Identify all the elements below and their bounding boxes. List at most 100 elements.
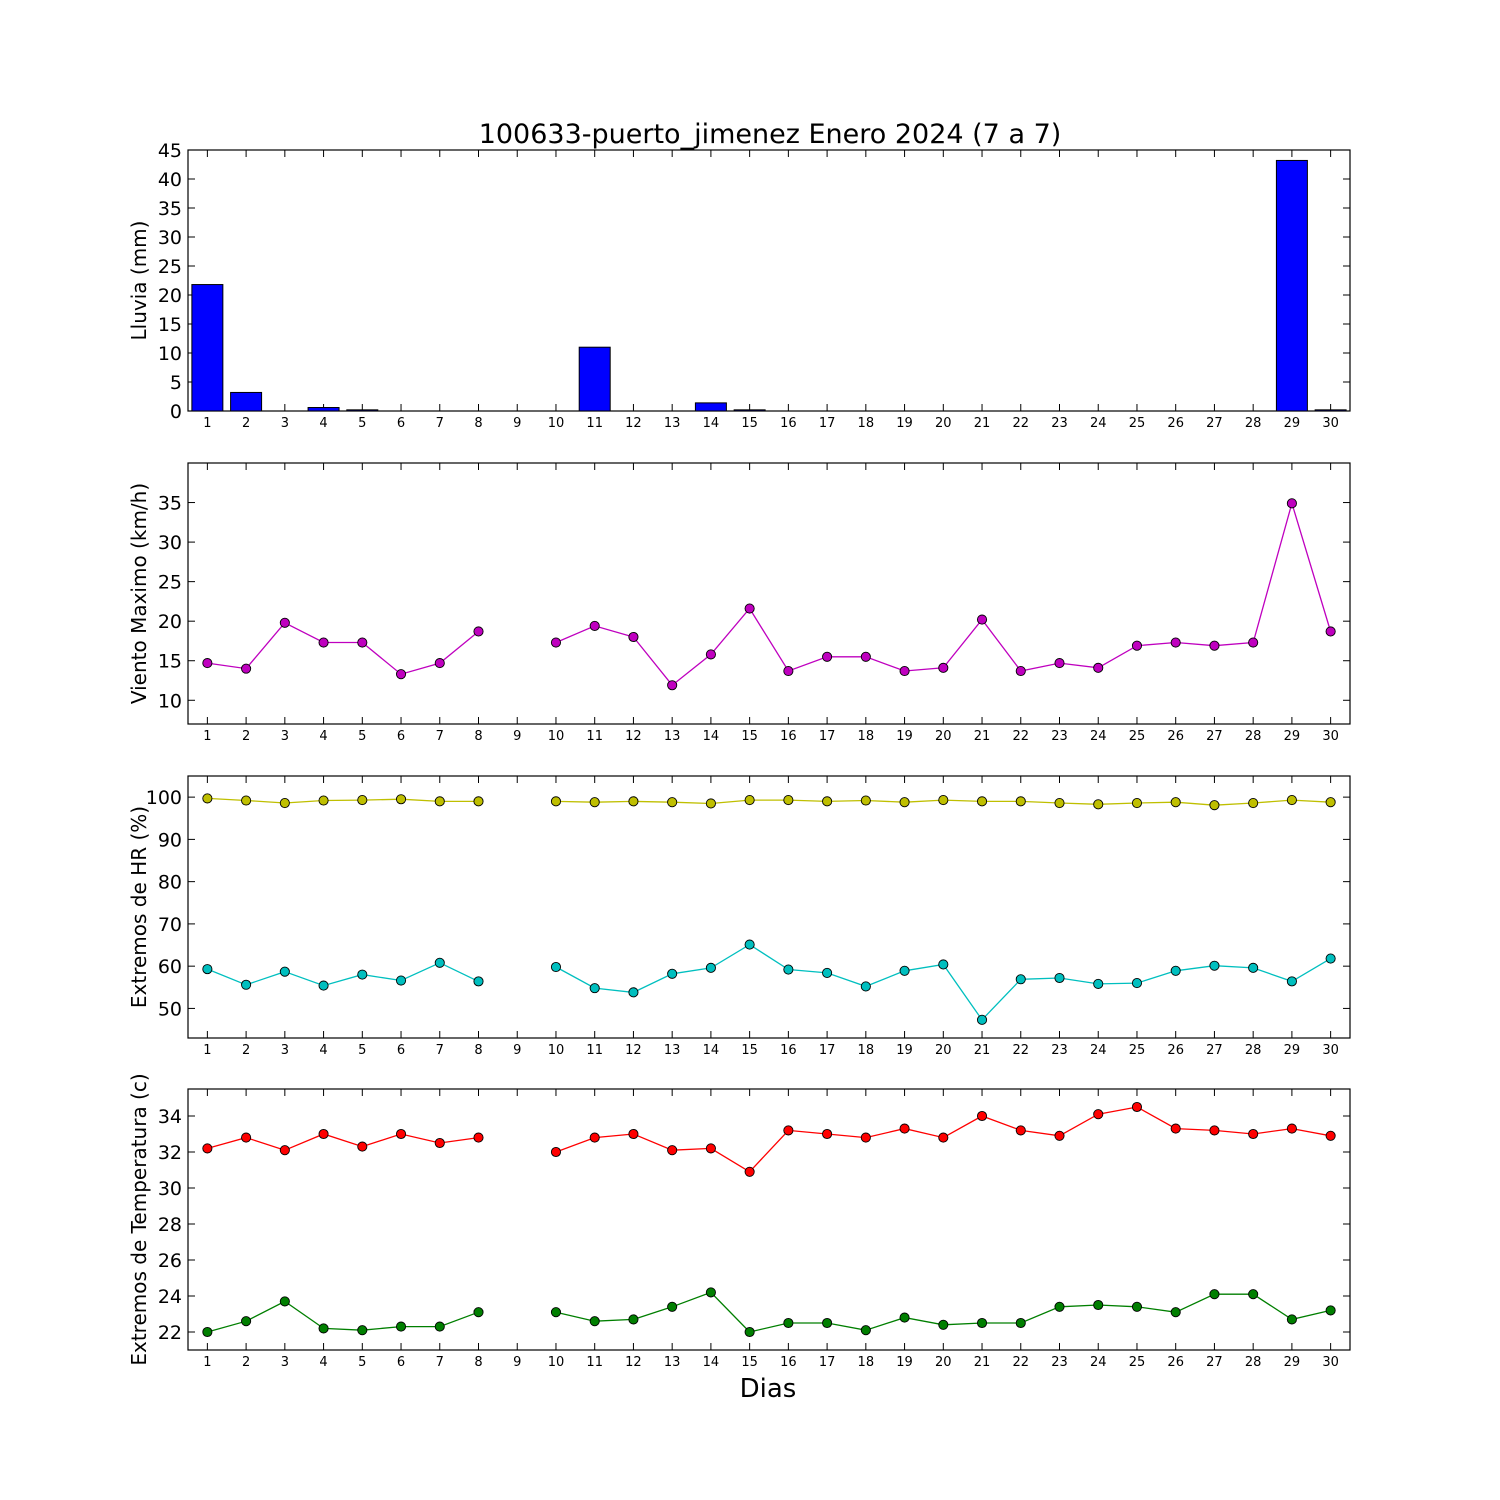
y-tick-label: 24	[158, 1286, 182, 1308]
x-tick-label: 13	[664, 729, 681, 744]
x-tick-label: 15	[741, 1043, 758, 1058]
series-1-point-day-3	[279, 617, 290, 628]
x-tick-label: 11	[586, 416, 603, 431]
axes-frame	[187, 149, 1351, 412]
y-tick-label: 30	[158, 532, 182, 554]
series-1-point-day-26	[1170, 797, 1181, 808]
y-tick-label: 60	[158, 956, 182, 978]
series-2-point-day-25	[1131, 1301, 1143, 1312]
y-tick-label: 20	[158, 285, 182, 307]
series-1-point-day-24	[1093, 662, 1104, 673]
series-1-point-day-28	[1248, 1128, 1259, 1140]
series-2-point-day-15	[744, 939, 755, 950]
series-1-point-day-16	[783, 795, 794, 806]
x-tick-label: 16	[780, 1043, 797, 1058]
y-tick-label: 80	[158, 872, 182, 894]
series-1-point-day-12	[628, 631, 639, 643]
series-2-point-day-1	[202, 1326, 213, 1338]
series-1-point-day-23	[1054, 1130, 1065, 1141]
x-tick-label: 2	[242, 1355, 250, 1370]
series-1-point-day-15	[744, 795, 755, 806]
x-tick-label: 12	[625, 1355, 642, 1370]
series-2-point-day-5	[357, 969, 368, 980]
x-tick-label: 19	[896, 1043, 913, 1058]
x-tick-label: 9	[513, 1043, 521, 1058]
series-1-point-day-25	[1131, 640, 1143, 651]
x-tick-label: 20	[935, 1355, 952, 1370]
series-1-point-day-23	[1054, 658, 1065, 669]
series-2-point-day-13	[667, 968, 678, 979]
series-1-point-day-7	[434, 1137, 445, 1149]
series-1-point-day-17	[822, 796, 833, 807]
series-1-point-day-26	[1170, 1123, 1181, 1134]
series-1-point-day-3	[279, 1145, 290, 1156]
series-1-point-day-15	[744, 1166, 755, 1177]
x-tick-label: 4	[319, 416, 327, 431]
x-tick-label: 9	[513, 729, 521, 744]
x-tick-label: 4	[319, 1355, 327, 1370]
series-1-point-day-22	[1015, 1125, 1026, 1136]
series-1-point-day-7	[434, 796, 445, 807]
series-1-point-day-30	[1325, 1130, 1336, 1141]
series-1-point-day-4	[318, 795, 329, 806]
x-tick-label: 25	[1129, 416, 1146, 431]
series-line-1	[207, 797, 1331, 806]
series-2-point-day-19	[899, 1312, 910, 1323]
x-tick-label: 3	[281, 1043, 289, 1058]
series-2-point-day-21	[976, 1317, 988, 1329]
x-tick-label: 20	[935, 729, 952, 744]
x-tick-label: 7	[436, 416, 444, 431]
bar-day-29	[1275, 159, 1308, 412]
series-line-2	[207, 1291, 1331, 1333]
series-1-point-day-10	[550, 1146, 562, 1158]
x-tick-label: 14	[703, 1043, 720, 1058]
series-1-point-day-27	[1209, 800, 1220, 811]
x-tick-label: 6	[397, 729, 405, 744]
y-tick-label: 34	[158, 1106, 182, 1128]
series-line-1	[207, 500, 1332, 687]
x-tick-label: 26	[1167, 1043, 1184, 1058]
series-2-point-day-4	[318, 980, 329, 991]
x-tick-label: 21	[974, 1355, 991, 1370]
x-tick-label: 22	[1012, 416, 1029, 431]
x-tick-label: 14	[703, 416, 720, 431]
series-2-point-day-22	[1015, 1317, 1026, 1329]
series-2-point-day-14	[705, 1287, 716, 1298]
x-tick-label: 5	[358, 416, 366, 431]
y-tick-label: 35	[158, 198, 182, 220]
y-tick-label: 10	[158, 343, 182, 365]
series-1-point-day-6	[395, 794, 407, 805]
y-tick-label: 5	[170, 372, 182, 394]
x-tick-label: 3	[281, 1355, 289, 1370]
y-tick-label: 32	[158, 1142, 182, 1164]
series-2-point-day-19	[899, 965, 910, 976]
series-2-point-day-10	[550, 1307, 562, 1318]
x-tick-label: 26	[1167, 1355, 1184, 1370]
y-axis-label: Viento Maximo (km/h)	[127, 483, 151, 704]
x-tick-label: 1	[203, 416, 211, 431]
series-2-point-day-2	[241, 979, 252, 990]
series-1-point-day-12	[628, 1128, 639, 1140]
series-1-point-day-18	[860, 795, 871, 806]
x-tick-label: 13	[664, 1043, 681, 1058]
series-2-point-day-30	[1325, 953, 1336, 964]
series-1-point-day-27	[1209, 640, 1220, 651]
x-tick-label: 29	[1284, 416, 1301, 431]
y-tick-label: 30	[158, 227, 182, 249]
series-2-point-day-28	[1248, 1289, 1259, 1300]
x-tick-label: 17	[819, 1043, 836, 1058]
y-axis-label: Extremos de HR (%)	[127, 806, 151, 1008]
series-1-point-day-17	[822, 651, 833, 662]
series-1-point-day-13	[667, 680, 678, 691]
series-1-point-day-10	[550, 796, 562, 807]
x-tick-label: 15	[741, 729, 758, 744]
series-2-point-day-27	[1209, 1289, 1220, 1300]
series-2-point-day-23	[1054, 1301, 1065, 1312]
x-tick-label: 27	[1206, 1355, 1223, 1370]
x-tick-label: 11	[586, 1043, 603, 1058]
x-tick-label: 15	[741, 1355, 758, 1370]
series-1-point-day-16	[783, 665, 794, 677]
x-tick-label: 10	[548, 1043, 565, 1058]
y-tick-label: 0	[170, 401, 182, 423]
